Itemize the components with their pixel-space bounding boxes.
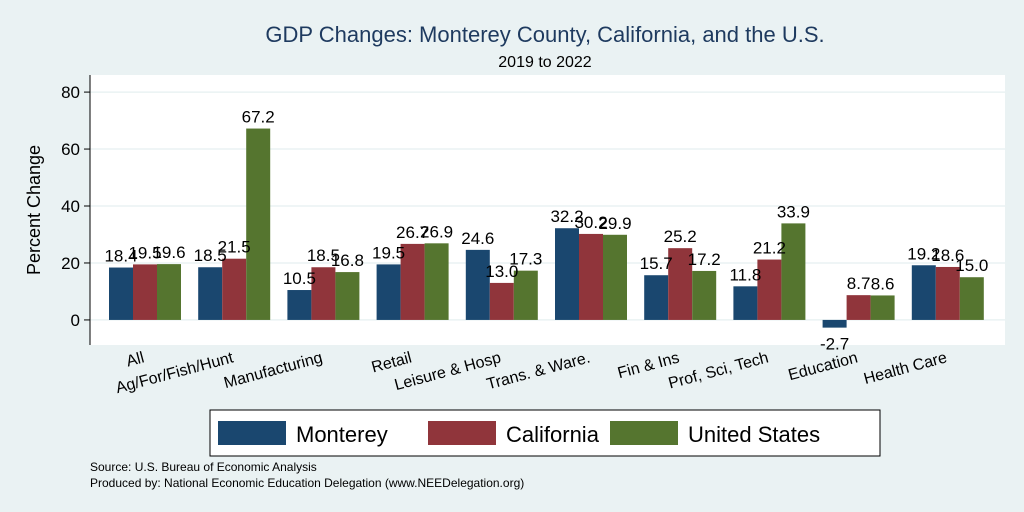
bar-california [935, 266, 960, 320]
bar-california [311, 267, 336, 320]
x-tick-label: Prof, Sci, Tech [667, 349, 771, 392]
data-label: 17.3 [509, 250, 542, 269]
bar-california [133, 264, 157, 320]
data-label: 29.9 [598, 214, 631, 233]
legend-swatch [218, 421, 286, 445]
produced-by-note: Produced by: National Economic Education… [90, 476, 524, 490]
data-label: 21.2 [753, 239, 786, 258]
bar-united-states [424, 243, 449, 320]
data-label: 25.2 [664, 227, 697, 246]
bar-united-states [959, 277, 984, 320]
data-label: 24.6 [461, 229, 494, 248]
bar-monterey [109, 267, 133, 320]
legend-swatch [610, 421, 678, 445]
bar-california [668, 248, 693, 320]
data-label: 16.8 [331, 251, 364, 270]
data-label: 18.6 [931, 246, 964, 265]
x-tick-label: Retail [370, 349, 414, 376]
data-label: 26.9 [420, 222, 453, 241]
y-axis-label: Percent Change [24, 145, 44, 275]
bar-california [757, 259, 782, 320]
bar-california [489, 282, 514, 320]
source-note: Source: U.S. Bureau of Economic Analysis [90, 460, 317, 474]
bar-monterey [644, 275, 669, 320]
data-label: 10.5 [283, 269, 316, 288]
chart-title: GDP Changes: Monterey County, California… [265, 22, 824, 47]
data-label: 33.9 [777, 202, 810, 221]
data-label: 11.8 [729, 265, 761, 284]
bar-monterey [822, 319, 847, 328]
data-label: 15.7 [640, 254, 673, 273]
data-label: 21.5 [218, 238, 251, 257]
data-label: 13.0 [485, 262, 518, 281]
data-label: 18.4 [104, 247, 137, 266]
bar-united-states [246, 128, 271, 320]
legend-swatch [428, 421, 496, 445]
y-tick-label: 20 [61, 254, 80, 273]
legend-label: California [506, 422, 600, 447]
data-label: -2.7 [820, 335, 849, 354]
chart-subtitle: 2019 to 2022 [498, 54, 592, 71]
bar-california [400, 243, 425, 320]
data-label: 18.5 [307, 246, 340, 265]
data-label: 30.2 [574, 213, 607, 232]
x-tick-label: Health Care [862, 349, 949, 388]
data-label: 19.5 [128, 243, 161, 262]
bar-monterey [733, 286, 758, 320]
bar-united-states [692, 270, 717, 320]
y-tick-label: 80 [61, 83, 80, 102]
data-label: 18.5 [194, 246, 227, 265]
legend [209, 409, 881, 457]
bar-monterey [376, 264, 401, 320]
data-label: 19.5 [372, 243, 405, 262]
data-label: 26.7 [396, 223, 429, 242]
bar-california [846, 295, 871, 320]
y-tick-label: 0 [71, 311, 80, 330]
bar-california [579, 233, 603, 320]
bar-united-states [513, 270, 538, 320]
bar-united-states [870, 295, 895, 320]
data-label: 8.6 [871, 274, 895, 293]
data-label: 8.7 [847, 274, 871, 293]
data-label: 15.0 [955, 256, 988, 275]
data-label: 32.2 [550, 207, 583, 226]
bar-united-states [335, 272, 360, 320]
bar-monterey [465, 249, 490, 320]
x-tick-label: All [124, 349, 146, 370]
data-label: 67.2 [242, 108, 275, 127]
legend-label: United States [688, 422, 820, 447]
x-tick-label: Education [786, 349, 859, 384]
bar-united-states [157, 264, 181, 320]
bar-monterey [911, 265, 936, 320]
bar-united-states [781, 223, 806, 320]
data-label: 19.6 [152, 243, 185, 262]
y-tick-label: 60 [61, 140, 80, 159]
legend-label: Monterey [296, 422, 388, 447]
x-tick-label: Manufacturing [222, 349, 324, 392]
bar-monterey [555, 228, 579, 320]
x-tick-label: Trans. & Ware. [485, 349, 592, 393]
y-tick-label: 40 [61, 197, 80, 216]
bar-united-states [603, 234, 627, 320]
bar-monterey [198, 267, 223, 320]
data-label: 19.2 [907, 244, 940, 263]
bar-california [222, 258, 247, 320]
data-label: 17.2 [688, 250, 721, 269]
bar-monterey [287, 290, 312, 320]
